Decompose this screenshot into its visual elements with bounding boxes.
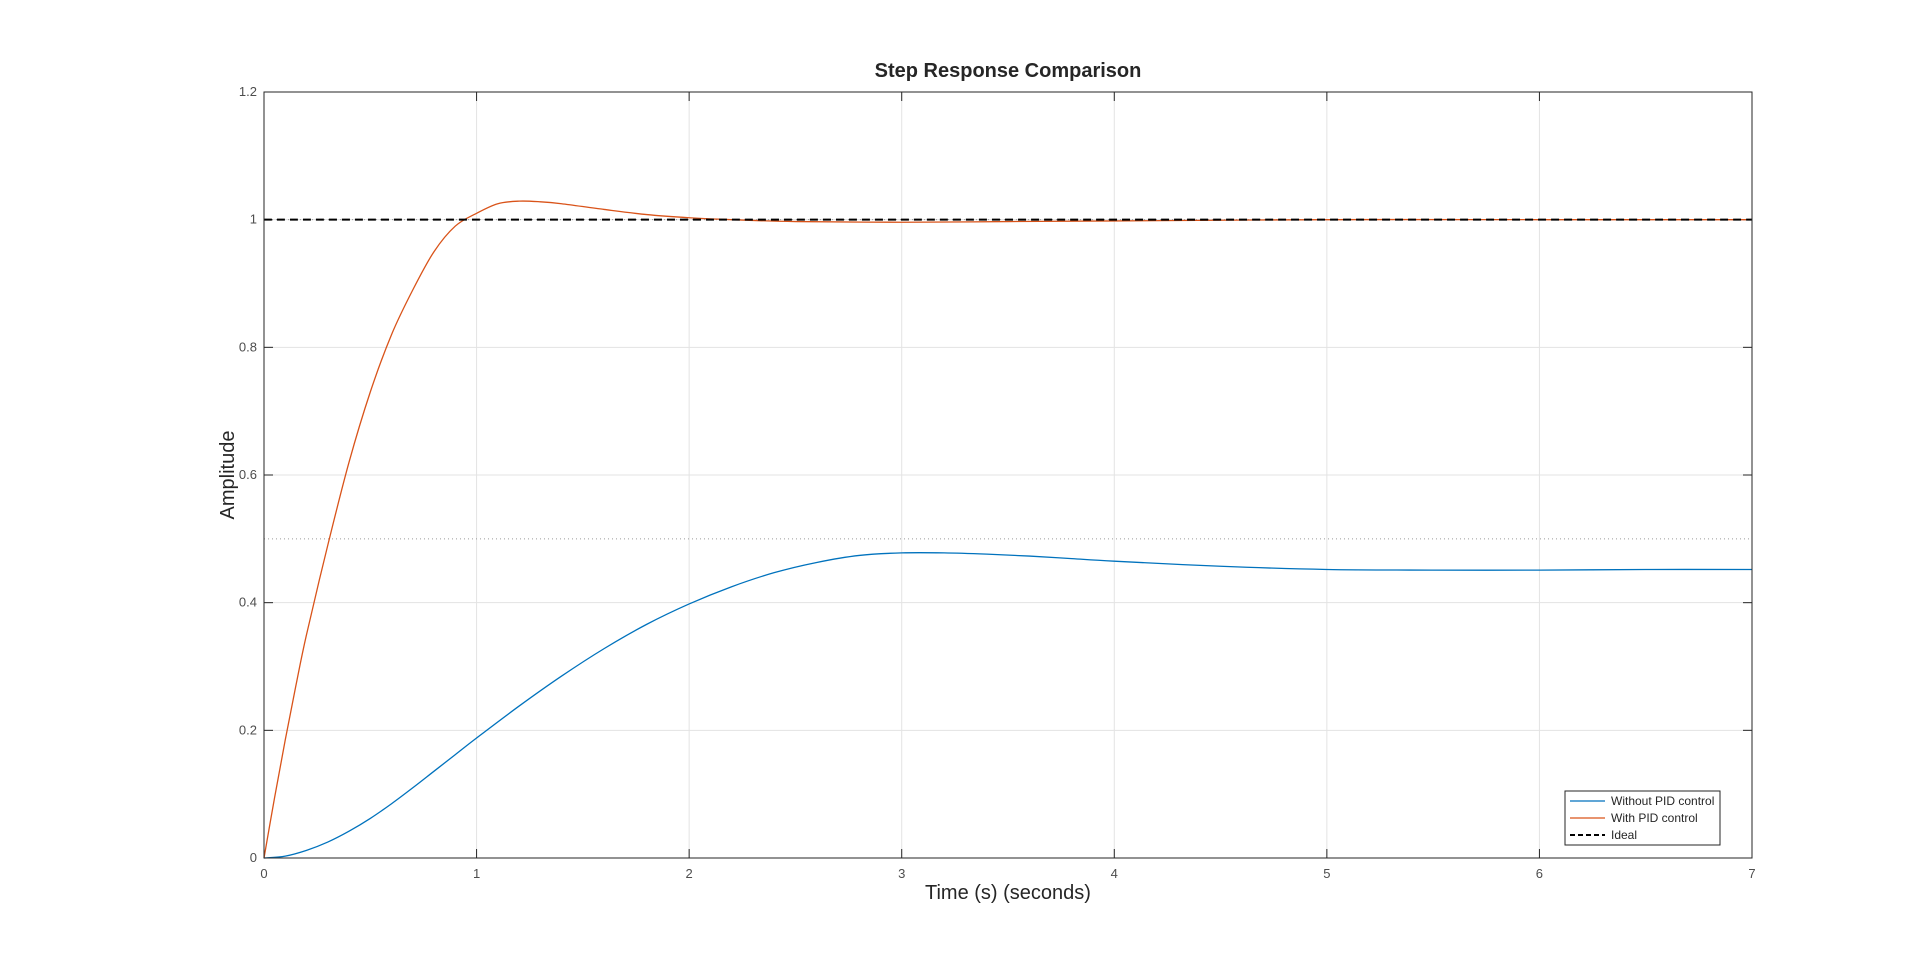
y-axis-label: Amplitude — [217, 431, 239, 520]
series-line-1 — [263, 200, 1752, 859]
x-tick-label: 7 — [1748, 866, 1755, 881]
x-tick-label: 5 — [1323, 866, 1330, 881]
x-tick-label: 2 — [686, 866, 693, 881]
x-tick-label: 4 — [1111, 866, 1118, 881]
legend-label: With PID control — [1611, 811, 1698, 825]
series-layer — [263, 200, 1753, 859]
x-tick-label: 6 — [1536, 866, 1543, 881]
x-tick-label: 0 — [260, 866, 267, 881]
chart-title: Step Response Comparison — [875, 60, 1142, 82]
x-axis-label: Time (s) (seconds) — [925, 882, 1091, 904]
y-tick-label: 1.2 — [239, 84, 257, 99]
y-tick-label: 0 — [250, 850, 257, 865]
y-tick-label: 0.6 — [239, 467, 257, 482]
legend-label: Ideal — [1611, 828, 1637, 842]
x-tick-label: 3 — [898, 866, 905, 881]
y-tick-label: 0.4 — [239, 595, 257, 610]
y-tick-label: 1 — [250, 212, 257, 227]
series-line-0 — [263, 551, 1753, 859]
y-tick-label: 0.2 — [239, 722, 257, 737]
axes-frame — [263, 91, 1753, 859]
legend: Without PID control With PID control Ideal — [1564, 790, 1721, 846]
legend-label: Without PID control — [1611, 794, 1714, 808]
y-tick-label: 0.8 — [239, 339, 257, 354]
x-tick-label: 1 — [473, 866, 480, 881]
tick-labels: 0 1 2 3 4 5 6 7 0 0.2 0.4 0.6 0.8 1 1.2 — [239, 84, 1756, 881]
